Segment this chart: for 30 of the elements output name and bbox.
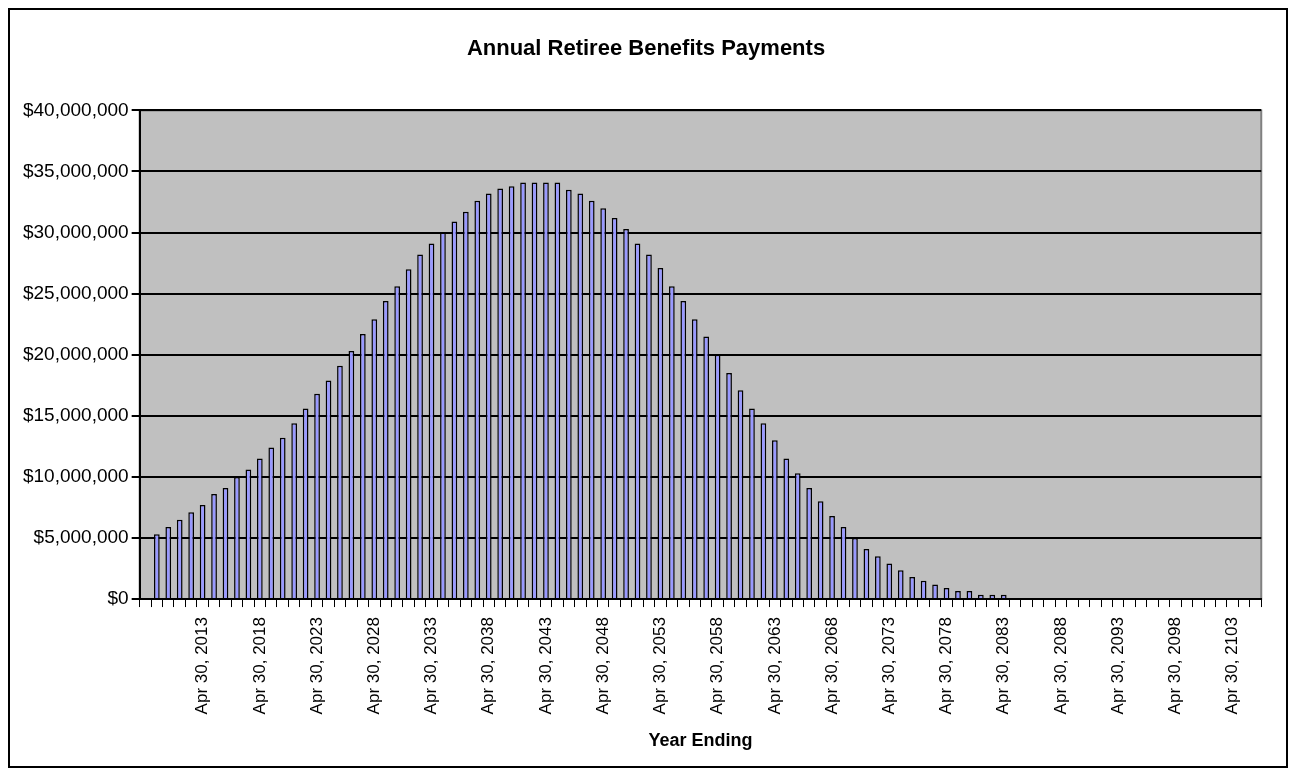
x-tick-label: Apr 30, 2028 xyxy=(363,617,383,715)
y-tick-label: $40,000,000 xyxy=(22,98,129,120)
x-tick-label: Apr 30, 2093 xyxy=(1107,617,1127,715)
x-tick-label: Apr 30, 2078 xyxy=(936,617,956,715)
y-tick-label: $5,000,000 xyxy=(33,526,129,548)
x-tick-label: Apr 30, 2098 xyxy=(1165,617,1185,715)
x-tick-label: Apr 30, 2068 xyxy=(821,617,841,715)
y-tick-label: $15,000,000 xyxy=(22,404,129,426)
x-axis-title: Year Ending xyxy=(648,730,753,751)
x-tick-label: Apr 30, 2073 xyxy=(878,617,898,715)
y-tick-label: $35,000,000 xyxy=(22,159,129,181)
x-tick-label: Apr 30, 2053 xyxy=(650,617,670,715)
x-tick-label: Apr 30, 2043 xyxy=(535,617,555,715)
x-tick-label: Apr 30, 2038 xyxy=(478,617,498,715)
x-tick-label: Apr 30, 2063 xyxy=(764,617,784,715)
y-tick-label: $10,000,000 xyxy=(22,465,129,487)
x-tick-label: Apr 30, 2103 xyxy=(1222,617,1242,715)
x-tick-label: Apr 30, 2088 xyxy=(1050,617,1070,715)
x-tick-label: Apr 30, 2013 xyxy=(192,617,212,715)
chart-title: Annual Retiree Benefits Payments xyxy=(466,35,826,61)
x-tick-label: Apr 30, 2048 xyxy=(592,617,612,715)
y-tick-label: $30,000,000 xyxy=(22,220,129,242)
x-tick-label: Apr 30, 2058 xyxy=(707,617,727,715)
x-tick-label: Apr 30, 2083 xyxy=(993,617,1013,715)
y-tick-label: $20,000,000 xyxy=(22,342,129,364)
y-tick-label: $0 xyxy=(107,587,129,609)
y-tick-label: $25,000,000 xyxy=(22,281,129,303)
x-tick-label: Apr 30, 2023 xyxy=(306,617,326,715)
x-tick-label: Apr 30, 2033 xyxy=(421,617,441,715)
x-tick-label: Apr 30, 2018 xyxy=(249,617,269,715)
